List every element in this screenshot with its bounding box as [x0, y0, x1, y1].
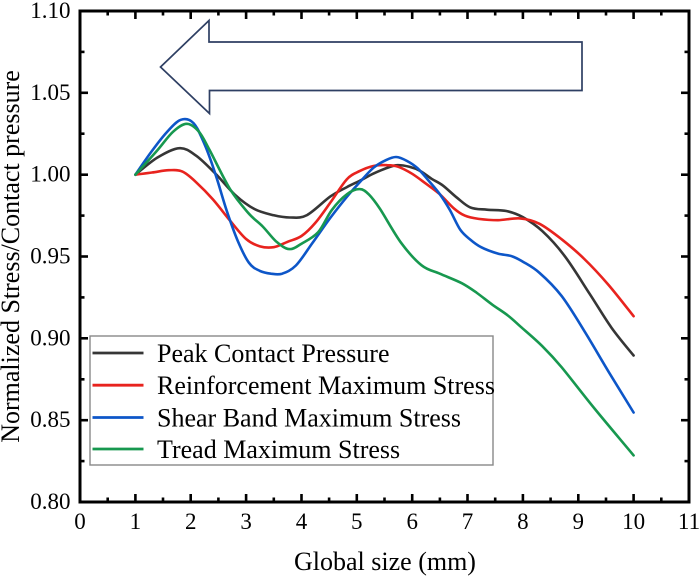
- svg-text:1.05: 1.05: [30, 80, 70, 105]
- svg-text:1: 1: [130, 509, 142, 534]
- svg-text:11: 11: [678, 509, 700, 534]
- svg-text:Tread Maximum Stress: Tread Maximum Stress: [157, 435, 400, 464]
- svg-text:8: 8: [517, 509, 529, 534]
- svg-text:Peak Contact Pressure: Peak Contact Pressure: [157, 339, 390, 368]
- svg-text:Shear Band Maximum Stress: Shear Band Maximum Stress: [157, 403, 461, 432]
- svg-text:Normalized Stress/Contact pres: Normalized Stress/Contact pressure: [0, 70, 25, 443]
- svg-text:Reinforcement Maximum Stress: Reinforcement Maximum Stress: [157, 371, 495, 400]
- svg-text:7: 7: [462, 509, 474, 534]
- svg-text:3: 3: [240, 509, 252, 534]
- svg-text:1.00: 1.00: [30, 162, 70, 187]
- svg-text:9: 9: [573, 509, 585, 534]
- svg-text:10: 10: [622, 509, 645, 534]
- svg-text:Global size (mm): Global size (mm): [294, 547, 476, 576]
- svg-text:0.95: 0.95: [30, 244, 70, 269]
- svg-text:1.10: 1.10: [30, 0, 70, 23]
- svg-text:4: 4: [296, 509, 308, 534]
- svg-text:0: 0: [74, 509, 86, 534]
- svg-text:0.85: 0.85: [30, 407, 70, 432]
- svg-text:5: 5: [351, 509, 363, 534]
- svg-text:0.80: 0.80: [30, 489, 70, 514]
- svg-text:2: 2: [185, 509, 197, 534]
- svg-text:0.90: 0.90: [30, 325, 70, 350]
- svg-text:6: 6: [406, 509, 418, 534]
